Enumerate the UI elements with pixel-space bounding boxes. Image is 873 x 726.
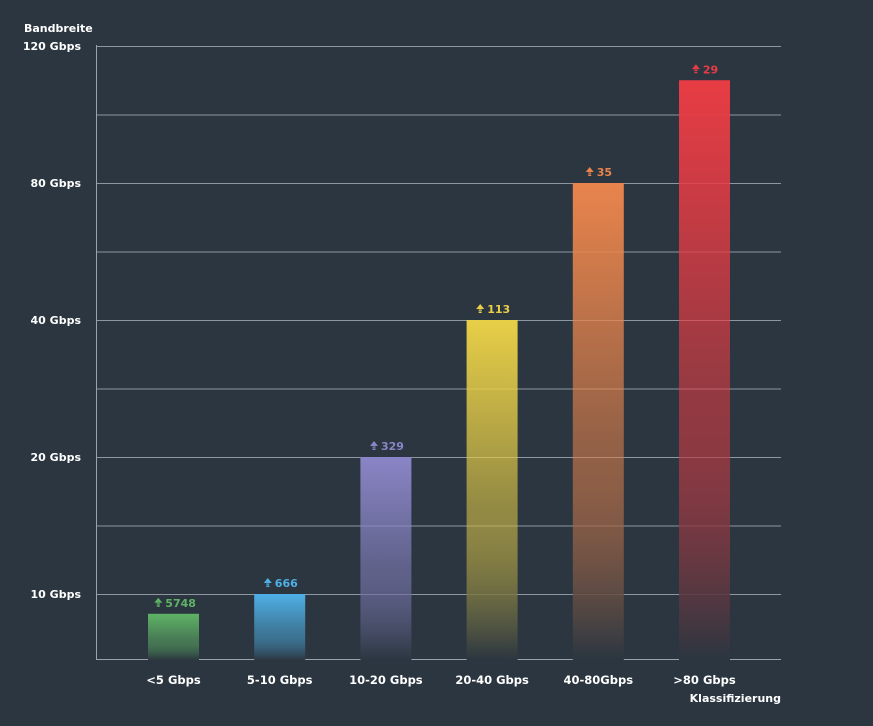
y-tick-label: 40 Gbps bbox=[31, 314, 82, 327]
gridlines bbox=[96, 46, 781, 595]
y-tick-label: 120 Gbps bbox=[23, 40, 82, 53]
value-label: 666 bbox=[263, 577, 298, 590]
bar bbox=[572, 183, 624, 660]
y-tick-labels: 10 Gbps 20 Gbps 40 Gbps 80 Gbps 120 Gbps bbox=[23, 40, 82, 601]
y-tick-label: 80 Gbps bbox=[31, 177, 82, 190]
bars bbox=[148, 80, 730, 660]
double-up-arrow-icon bbox=[370, 441, 378, 450]
value-text: 5748 bbox=[165, 597, 196, 610]
bar bbox=[148, 613, 199, 660]
y-axis-title: Bandbreite bbox=[24, 22, 93, 35]
category-label: <5 Gbps bbox=[146, 673, 201, 687]
value-label: 29 bbox=[691, 63, 718, 76]
category-label: 20-40 Gbps bbox=[455, 673, 529, 687]
double-up-arrow-icon bbox=[585, 167, 594, 176]
value-text: 329 bbox=[381, 440, 404, 453]
category-label: 40-80Gbps bbox=[564, 673, 634, 687]
category-label: 10-20 Gbps bbox=[349, 673, 423, 687]
bar bbox=[254, 594, 306, 660]
value-label: 329 bbox=[370, 440, 404, 453]
axes bbox=[96, 45, 781, 660]
value-label: 5748 bbox=[154, 597, 196, 610]
double-up-arrow-icon bbox=[691, 64, 700, 74]
value-text: 666 bbox=[275, 577, 298, 590]
value-text: 113 bbox=[487, 303, 510, 316]
bar bbox=[466, 320, 518, 660]
double-up-arrow-icon bbox=[263, 578, 272, 587]
double-up-arrow-icon bbox=[154, 597, 163, 607]
category-labels: <5 Gbps 5-10 Gbps 10-20 Gbps 20-40 Gbps 40-8… bbox=[146, 673, 736, 687]
y-tick-label: 20 Gbps bbox=[31, 451, 82, 464]
value-label: 35 bbox=[585, 166, 612, 179]
y-tick-label: 10 Gbps bbox=[31, 588, 82, 601]
category-label: 5-10 Gbps bbox=[247, 673, 313, 687]
value-labels: 5748 666 329 113 35 29 bbox=[154, 63, 718, 610]
category-label: >80 Gbps bbox=[673, 673, 736, 687]
value-text: 35 bbox=[597, 166, 612, 179]
value-text: 29 bbox=[703, 63, 718, 76]
x-axis-title: Klassifizierung bbox=[690, 692, 781, 705]
value-label: 113 bbox=[476, 303, 510, 316]
bar bbox=[679, 80, 730, 660]
bar bbox=[360, 457, 412, 660]
double-up-arrow-icon bbox=[476, 304, 485, 313]
